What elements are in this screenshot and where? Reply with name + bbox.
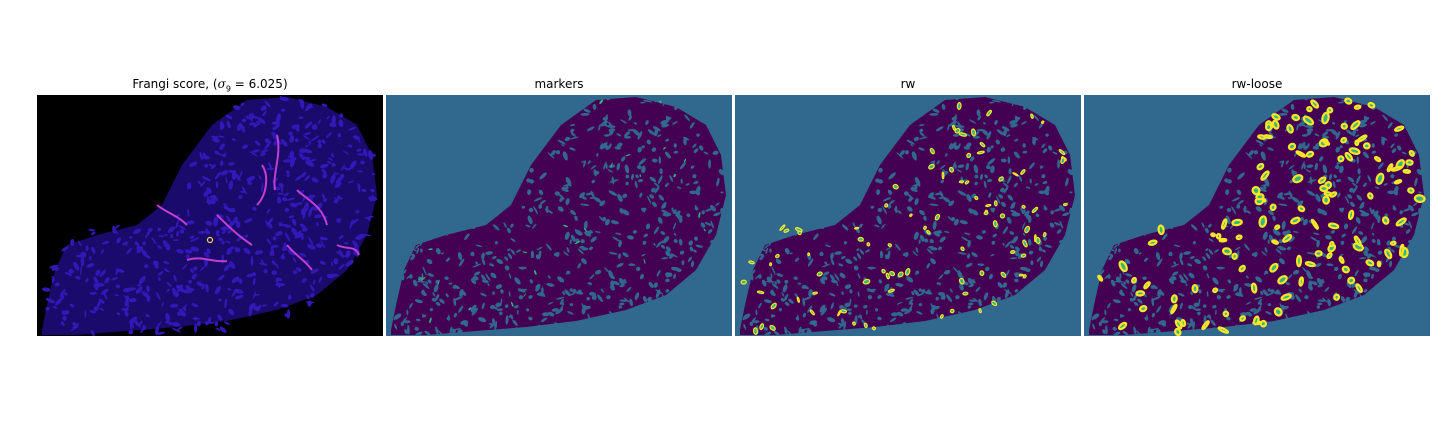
rw-loose-image [1084, 95, 1430, 336]
frangi-score-image [37, 95, 383, 336]
panel-title-markers: markers [534, 77, 584, 91]
panel-title-rw-loose: rw-loose [1231, 77, 1283, 91]
markers-image [386, 95, 732, 336]
panel-title-frangi: Frangi score, (σ9 = 6.025) [132, 77, 288, 94]
rw-image [735, 95, 1081, 336]
panel-title-rw: rw [900, 77, 916, 91]
